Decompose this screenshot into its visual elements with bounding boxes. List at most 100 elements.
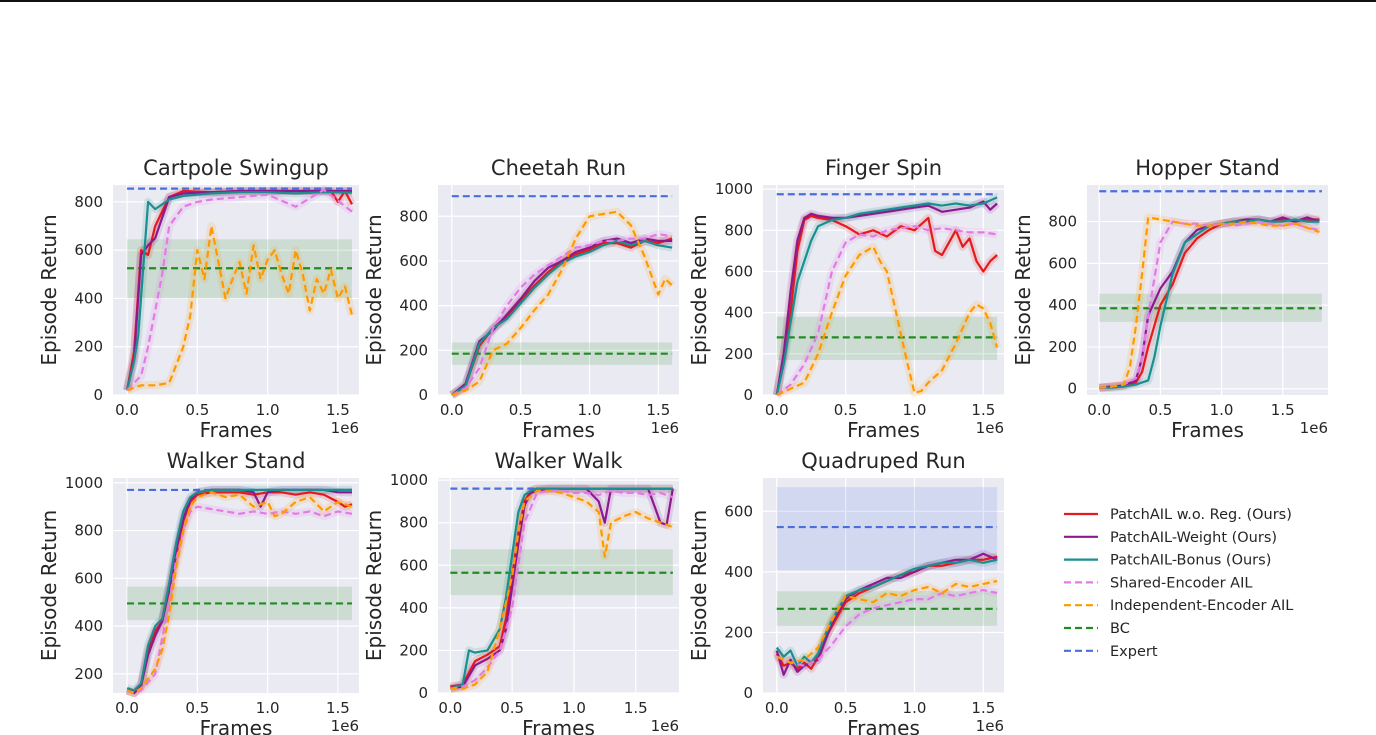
y-axis-label: Episode Return [362, 214, 386, 365]
expert-band [776, 487, 998, 571]
x-tick-label: 1.0 [903, 401, 927, 419]
y-tick-label: 1000 [390, 471, 428, 489]
x-axis-label: Frames [200, 716, 273, 735]
series-line-wt [775, 200, 998, 396]
series-line-sh [1099, 220, 1320, 389]
legend-label-wt: PatchAIL-Weight (Ours) [1110, 530, 1277, 546]
y-tick-label: 800 [399, 207, 428, 225]
y-tick-label: 200 [74, 338, 103, 356]
series-line-bon [775, 196, 998, 396]
x-tick-label: 1.5 [326, 699, 350, 717]
x-tick-label: 0.5 [509, 401, 533, 419]
panel-quadruped-run: 0 200 400 600 0.0 0.5 1.0 1.5 Quadruped Run Frame… [687, 449, 1004, 735]
y-tick-label: 1000 [65, 474, 103, 492]
y-tick-label: 0 [743, 684, 753, 702]
y-axis-label: Episode Return [687, 214, 711, 365]
y-tick-label: 0 [418, 386, 428, 404]
x-exponent: 1e6 [976, 419, 1004, 437]
chart-title: Walker Walk [494, 449, 623, 473]
series-line-ind [126, 491, 353, 695]
y-tick-label: 800 [74, 522, 103, 540]
x-tick-label: 1.5 [971, 699, 995, 717]
series-line-sh [451, 233, 673, 396]
y-axis-label: Episode Return [362, 510, 386, 661]
series-line-ind [776, 245, 999, 397]
y-tick-label: 600 [399, 252, 428, 270]
x-tick-label: 1.5 [971, 401, 995, 419]
series-line-ind [451, 210, 673, 397]
y-tick-label: 800 [399, 514, 428, 532]
series-line-bon [451, 239, 673, 396]
x-exponent: 1e6 [1300, 419, 1328, 437]
series-line-sh [776, 225, 998, 396]
series-line-bon [126, 191, 353, 391]
x-tick-label: 1.5 [624, 699, 648, 717]
y-tick-label: 400 [74, 617, 103, 635]
y-tick-label: 600 [74, 241, 103, 259]
x-tick-label: 0.0 [438, 699, 462, 717]
chart-title: Quadruped Run [801, 449, 966, 473]
x-tick-label: 0.5 [185, 699, 209, 717]
x-tick-label: 0.5 [185, 401, 209, 419]
plot-area [113, 185, 359, 395]
panel-hopper-stand: 0 200 400 600 800 0.0 0.5 1.0 1.5 Hopper Stand Fra… [1011, 156, 1328, 442]
panel-finger-spin: 0 200 400 600 800 1000 0.0 0.5 1.0 1.5 Finger Spin… [687, 156, 1004, 442]
y-tick-label: 0 [418, 684, 428, 702]
x-tick-label: 0.5 [500, 699, 524, 717]
y-tick-label: 800 [74, 193, 103, 211]
y-axis-label: Episode Return [37, 214, 61, 365]
x-tick-label: 0.0 [765, 401, 789, 419]
series-line-sh [126, 188, 353, 391]
y-axis-label: Episode Return [1011, 214, 1035, 365]
legend-label-reg: PatchAIL w.o. Reg. (Ours) [1110, 507, 1292, 523]
x-exponent: 1e6 [651, 717, 679, 735]
x-tick-label: 1.0 [903, 699, 927, 717]
x-exponent: 1e6 [976, 717, 1004, 735]
x-tick-label: 0.0 [1087, 401, 1111, 419]
x-tick-label: 1.0 [578, 401, 602, 419]
y-tick-label: 200 [1048, 338, 1077, 356]
x-axis-label: Frames [522, 418, 595, 442]
x-tick-label: 0.5 [834, 699, 858, 717]
y-axis-label: Episode Return [687, 510, 711, 661]
legend-label-bon: PatchAIL-Bonus (Ours) [1110, 553, 1271, 569]
series-line-sh [776, 588, 998, 667]
x-tick-label: 0.0 [115, 401, 139, 419]
chart-title: Hopper Stand [1135, 156, 1280, 180]
x-axis-label: Frames [847, 418, 920, 442]
chart-title: Cartpole Swingup [143, 156, 329, 180]
series-line-ind [450, 489, 674, 690]
series-line-bon [775, 558, 998, 667]
y-tick-label: 400 [724, 304, 753, 322]
series-line-wt [1099, 216, 1320, 389]
x-tick-label: 0.0 [440, 401, 464, 419]
chart-title: Finger Spin [825, 156, 942, 180]
y-tick-label: 200 [724, 623, 753, 641]
x-axis-label: Frames [1171, 418, 1244, 442]
legend-label-ind: Independent-Encoder AIL [1110, 598, 1293, 614]
y-tick-label: 400 [74, 289, 103, 307]
y-tick-label: 400 [724, 563, 753, 581]
y-tick-label: 400 [399, 599, 428, 617]
y-tick-label: 0 [93, 386, 103, 404]
x-tick-label: 1.0 [1210, 401, 1234, 419]
x-tick-label: 1.5 [646, 401, 670, 419]
series-line-ind [1099, 216, 1320, 389]
y-tick-label: 0 [743, 386, 753, 404]
x-axis-label: Frames [200, 418, 273, 442]
panel-cheetah-run: 0 200 400 600 800 0.0 0.5 1.0 1.5 Cheetah Run Fram… [362, 156, 679, 442]
y-tick-label: 600 [724, 502, 753, 520]
panel-walker-stand: 200 400 600 800 1000 0.0 0.5 1.0 1.5 Walker Stand… [37, 449, 359, 735]
panel-cartpole-swingup: 0 200 400 600 800 0.0 0.5 1.0 1.5 Cartpole Swingu… [37, 156, 359, 442]
x-tick-label: 1.0 [256, 699, 280, 717]
x-axis-label: Frames [847, 716, 920, 735]
y-tick-label: 600 [724, 262, 753, 280]
x-exponent: 1e6 [651, 419, 679, 437]
y-tick-label: 600 [74, 569, 103, 587]
series-line-bon [1099, 218, 1320, 389]
y-tick-label: 0 [1067, 380, 1077, 398]
y-axis-label: Episode Return [37, 510, 61, 661]
x-tick-label: 0.0 [765, 699, 789, 717]
y-tick-label: 200 [74, 665, 103, 683]
panel-walker-walk: 0 200 400 600 800 1000 0.0 0.5 1.0 1.5 Walker Walk… [362, 449, 679, 735]
